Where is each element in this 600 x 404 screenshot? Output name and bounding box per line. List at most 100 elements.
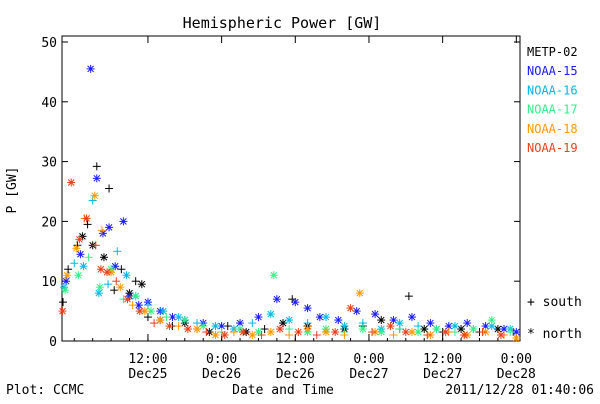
- x-tick-label-time: 12:00: [128, 352, 167, 367]
- series-legend: METP-02 NOAA-15 NOAA-16 NOAA-17 NOAA-18 NOAA-…: [527, 45, 578, 155]
- data-point: [202, 328, 211, 337]
- data-point: [116, 283, 125, 292]
- data-point: [321, 328, 330, 337]
- data-point: [83, 220, 92, 229]
- data-point: [131, 292, 140, 301]
- legend-entry: NOAA-19: [527, 141, 578, 155]
- data-point: [266, 328, 275, 337]
- y-tick-label: 10: [41, 275, 57, 290]
- data-point: [112, 277, 121, 286]
- data-point: [70, 259, 79, 268]
- y-axis-ticks: 0 10 20 30 40 50: [41, 36, 520, 350]
- data-point: [92, 162, 101, 171]
- data-point: [135, 307, 144, 316]
- data-point: [91, 241, 100, 250]
- data-point: [199, 322, 208, 331]
- legend-entry: NOAA-18: [527, 122, 578, 136]
- x-axis-label: Date and Time: [232, 383, 334, 398]
- plot-frame: [61, 35, 521, 342]
- data-point: [248, 331, 257, 340]
- data-point: [59, 298, 68, 307]
- data-point: [303, 304, 312, 313]
- data-point: [358, 325, 367, 334]
- data-point: [131, 277, 140, 286]
- data-point: [193, 325, 202, 334]
- data-point: [95, 283, 104, 292]
- data-point: [105, 184, 114, 193]
- data-point: [248, 319, 257, 328]
- y-axis-label: P [GW]: [5, 167, 20, 214]
- data-point: [128, 301, 137, 310]
- data-point: [257, 331, 266, 340]
- data-point: [63, 271, 72, 280]
- data-point: [103, 268, 112, 277]
- data-point: [239, 328, 248, 337]
- data-point: [269, 271, 278, 280]
- data-point: [97, 226, 106, 235]
- data-points: [58, 64, 521, 343]
- data-point: [110, 286, 119, 295]
- data-point: [260, 325, 269, 334]
- data-point: [137, 280, 146, 289]
- data-point: [94, 289, 103, 298]
- data-point: [506, 328, 515, 337]
- data-point: [352, 307, 361, 316]
- data-point: [460, 331, 469, 340]
- data-point: [180, 316, 189, 325]
- legend-entry: NOAA-17: [527, 103, 578, 117]
- footer-plot-credit: Plot: CCMC: [6, 383, 84, 398]
- data-point: [389, 316, 398, 325]
- x-tick-label-date: Dec28: [497, 367, 536, 382]
- data-point: [105, 223, 114, 232]
- data-point: [156, 316, 165, 325]
- data-point: [368, 328, 377, 337]
- data-point: [334, 316, 343, 325]
- legend-entry: METP-02: [527, 45, 578, 59]
- data-point: [321, 313, 330, 322]
- data-point: [275, 325, 284, 334]
- data-point: [165, 322, 174, 331]
- data-point: [104, 280, 113, 289]
- data-point: [469, 325, 478, 334]
- data-point: [84, 253, 93, 262]
- data-point: [395, 325, 404, 334]
- data-point: [122, 271, 131, 280]
- data-point: [117, 265, 126, 274]
- data-point: [423, 331, 432, 340]
- data-point: [96, 265, 105, 274]
- marker-legend-entry: * north: [527, 327, 582, 342]
- data-point: [86, 64, 95, 73]
- y-tick-label: 20: [41, 215, 57, 230]
- data-point: [74, 271, 83, 280]
- data-point: [113, 247, 122, 256]
- data-point: [72, 244, 81, 253]
- data-point: [143, 313, 152, 322]
- data-point: [92, 174, 101, 183]
- y-tick-label: 30: [41, 156, 57, 171]
- x-tick-label-time: 0:00: [206, 352, 237, 367]
- data-point: [478, 328, 487, 337]
- x-tick-label-date: Dec26: [202, 367, 241, 382]
- data-point: [355, 289, 364, 298]
- data-point: [279, 319, 288, 328]
- data-point: [432, 325, 441, 334]
- data-point: [426, 319, 435, 328]
- data-point: [457, 325, 466, 334]
- data-point: [285, 331, 294, 340]
- data-point: [62, 277, 71, 286]
- data-point: [143, 301, 152, 310]
- data-point: [407, 313, 416, 322]
- x-axis-ticks: 12:00Dec250:00Dec2612:00Dec260:00Dec2712…: [73, 36, 536, 382]
- data-point: [420, 325, 429, 334]
- data-point: [285, 316, 294, 325]
- data-point: [266, 310, 275, 319]
- x-tick-label-date: Dec27: [423, 367, 462, 382]
- x-tick-label-time: 0:00: [501, 352, 532, 367]
- data-point: [111, 262, 120, 271]
- data-point: [76, 250, 85, 259]
- data-point: [463, 319, 472, 328]
- y-tick-label: 0: [49, 335, 57, 350]
- data-point: [294, 328, 303, 337]
- data-point: [272, 295, 281, 304]
